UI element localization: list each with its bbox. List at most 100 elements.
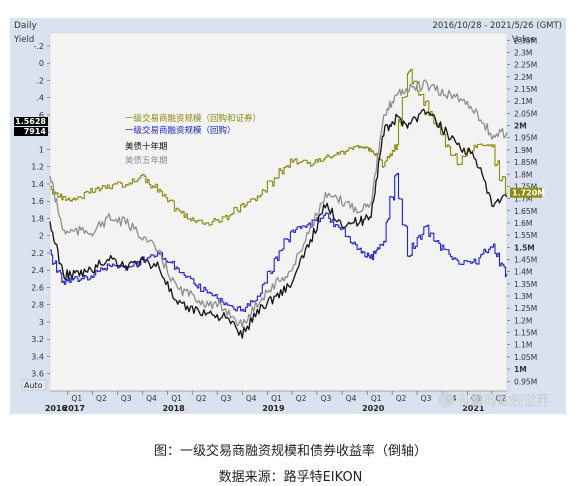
x-axis: Q1Q2Q3Q4Q1Q2Q3Q4Q1Q2Q3Q4Q1Q2Q3Q4Q1Q22016… xyxy=(45,390,507,413)
auto-scale-button[interactable]: Auto xyxy=(24,381,43,390)
left-tick-label: 1.4 xyxy=(31,180,44,189)
right-tick-label: 1M xyxy=(514,365,527,374)
x-year-label: 2016 xyxy=(45,404,68,413)
left-tick-label: 1.6 xyxy=(31,197,44,206)
series-line xyxy=(49,79,508,328)
x-year-label: 2017 xyxy=(63,404,85,413)
chart-date-range: 2016/10/28 - 2021/5/26 (GMT) xyxy=(433,21,563,31)
right-current-marker-label: 1.720M xyxy=(512,189,545,198)
right-tick-label: 1.55M xyxy=(514,231,537,240)
series-line xyxy=(50,68,508,226)
right-tick-label: 1.3M xyxy=(514,292,532,301)
right-tick-label: 1.85M xyxy=(514,158,537,167)
auto-button-bg[interactable] xyxy=(21,379,47,391)
left-tick-label: 0 xyxy=(39,59,44,68)
figure-source: 数据来源：路孚特EIKON xyxy=(218,470,363,485)
x-quarter-label: Q2 xyxy=(496,394,507,403)
left-tick-label: 1 xyxy=(39,145,44,154)
left-tick-label: 3.6 xyxy=(31,370,44,379)
left-tick-label: 2.2 xyxy=(31,249,44,258)
series-line xyxy=(49,108,508,339)
x-quarter-label: Q2 xyxy=(396,394,407,403)
right-tick-label: 2.35M xyxy=(514,36,537,45)
left-tick-label: 1.2 xyxy=(31,163,44,172)
x-quarter-label: Q1 xyxy=(471,394,482,403)
left-tick-label: .2 xyxy=(36,76,44,85)
x-year-label: 2018 xyxy=(162,404,185,413)
right-tick-label: 1.15M xyxy=(514,329,537,338)
right-current-marker xyxy=(510,187,542,198)
right-tick-label: 1.5M xyxy=(514,243,535,252)
right-tick-label: 1.2M xyxy=(514,316,532,325)
left-current-marker xyxy=(14,117,48,126)
watermark-text: 付鹏的财经世界 xyxy=(458,393,549,409)
right-axis-unit: Value xyxy=(512,35,535,45)
legend-entry: 美债十年期 xyxy=(125,141,168,152)
right-tick-label: 1.8M xyxy=(514,170,532,179)
right-tick-label: 2.2M xyxy=(514,73,532,82)
right-tick-label: 0.95M xyxy=(514,377,537,386)
left-tick-label: 3.4 xyxy=(31,352,44,361)
legend-entry: 美债五年期 xyxy=(125,155,168,166)
right-tick-label: 1.65M xyxy=(514,207,537,216)
left-current-marker xyxy=(14,127,48,136)
legend-entry: 一级交易商融资规模（回购和证券） xyxy=(125,113,261,124)
legend-entry: 一级交易商融资规模（回购） xyxy=(125,125,236,136)
x-quarter-label: Q4 xyxy=(346,394,357,403)
x-year-label: 2020 xyxy=(362,404,385,413)
right-tick-label: 2.15M xyxy=(514,85,537,94)
left-tick-label: 3 xyxy=(39,318,44,327)
x-quarter-label: Q2 xyxy=(296,394,307,403)
right-tick-label: 1.35M xyxy=(514,280,537,289)
x-year-label: 2019 xyxy=(262,404,285,413)
watermark: 付鹏的财经世界 xyxy=(438,392,549,409)
right-tick-label: 1.75M xyxy=(514,182,537,191)
right-tick-label: 1.05M xyxy=(514,353,537,362)
series-layer xyxy=(49,68,508,339)
left-tick-label: 3.2 xyxy=(31,335,44,344)
x-quarter-label: Q1 xyxy=(171,394,182,403)
right-tick-label: 1.1M xyxy=(514,341,532,350)
left-tick-label: 2.8 xyxy=(31,301,44,310)
x-quarter-label: Q1 xyxy=(371,394,382,403)
left-tick-label: 2.4 xyxy=(31,266,44,275)
right-tick-label: 1.9M xyxy=(514,146,532,155)
right-tick-label: 1.4M xyxy=(514,268,532,277)
left-tick-label: -.2 xyxy=(33,42,44,51)
x-quarter-label: Q4 xyxy=(246,394,257,403)
left-current-marker-label: 1.5628 xyxy=(15,117,46,126)
right-tick-label: 1.7M xyxy=(514,195,532,204)
chart-period-label: Daily xyxy=(14,21,37,31)
left-tick-label: .4 xyxy=(36,94,44,103)
x-year-label: 2021 xyxy=(462,404,485,413)
x-quarter-label: Q2 xyxy=(96,394,107,403)
right-axis: 2.35M 2.3M 2.25M 2.2M 2.15M 2.1M 2.05M 2M 1.95M 1… xyxy=(507,36,537,386)
right-tick-label: 1.95M xyxy=(514,134,537,143)
x-quarter-label: Q4 xyxy=(146,394,157,403)
right-tick-label: 1.6M xyxy=(514,219,532,228)
x-quarter-label: Q3 xyxy=(321,394,332,403)
x-quarter-label: Q2 xyxy=(196,394,207,403)
right-tick-label: 2.3M xyxy=(514,48,532,57)
left-tick-label: 1.8 xyxy=(31,214,44,223)
left-current-marker-label: 7914 xyxy=(24,127,47,136)
right-tick-label: 2.25M xyxy=(514,61,537,70)
x-quarter-label: Q1 xyxy=(271,394,282,403)
left-tick-label: 2 xyxy=(39,232,44,241)
right-tick-label: 2M xyxy=(514,122,527,131)
right-tick-label: 2.1M xyxy=(514,97,532,106)
left-tick-label: .6 xyxy=(36,111,44,120)
right-tick-label: 1.25M xyxy=(514,304,537,313)
left-axis-unit: Yield xyxy=(13,35,34,45)
left-tick-label: 2.6 xyxy=(31,283,44,292)
series-line xyxy=(50,172,508,313)
right-tick-label: 2.05M xyxy=(514,109,537,118)
figure-caption: 图：一级交易商融资规模和债券收益率（倒轴） xyxy=(153,444,427,459)
right-tick-label: 1.45M xyxy=(514,255,537,264)
x-quarter-label: Q3 xyxy=(221,394,232,403)
plot-area xyxy=(49,32,508,392)
x-quarter-label: Q3 xyxy=(421,394,432,403)
